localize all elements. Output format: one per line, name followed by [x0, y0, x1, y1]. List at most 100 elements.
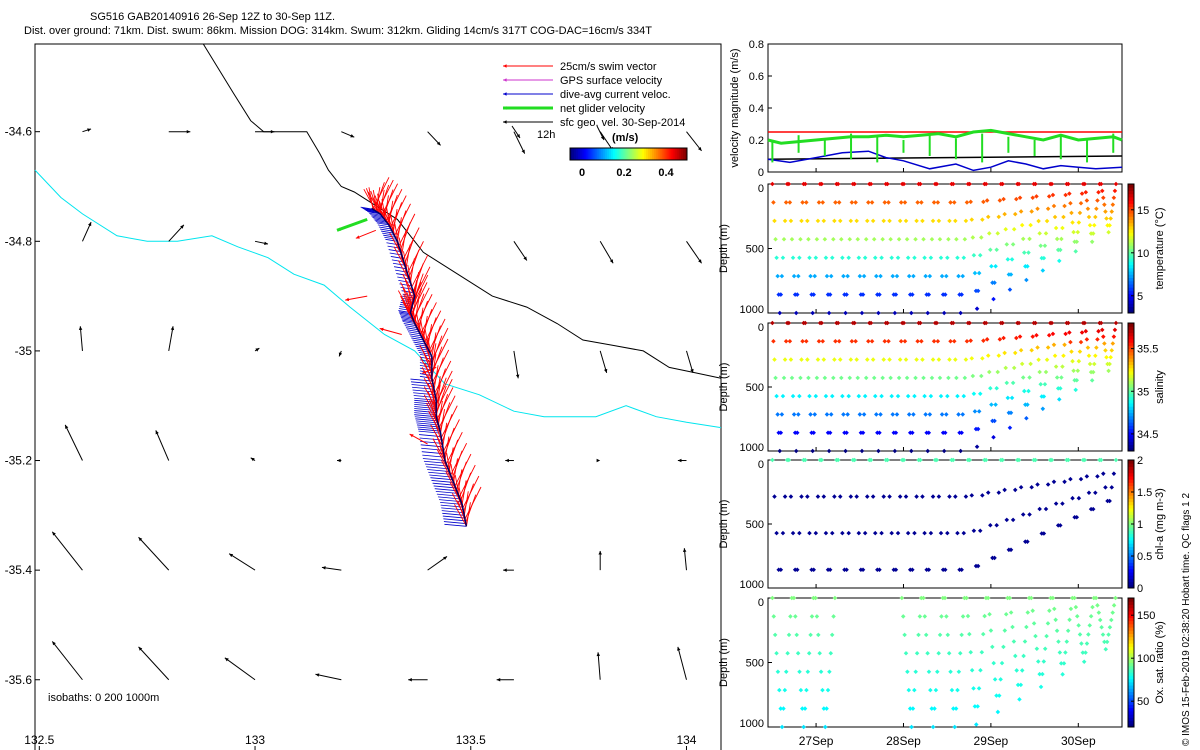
swim-vector [435, 377, 447, 406]
section-point-sal [1033, 320, 1038, 326]
section-point-sal [1063, 331, 1068, 337]
section-colorbar-cell [1128, 296, 1134, 301]
section-point-chl [1002, 487, 1007, 493]
section-point-temp [927, 273, 933, 279]
section-colorbar-cell [1128, 517, 1134, 522]
section-colorbar-cell [1128, 659, 1134, 663]
section-point-temp [841, 273, 846, 279]
legend-gps-label: GPS surface velocity [560, 75, 663, 87]
section-point-ox [805, 669, 811, 674]
swim-vector [420, 302, 437, 335]
section-point-sal [1059, 375, 1064, 380]
legend-colorbar-cell [630, 148, 633, 160]
section-point-temp [1045, 206, 1051, 211]
section-point-ox [980, 631, 986, 637]
section-point-chl [920, 494, 925, 499]
section-colorbar-cell [1128, 495, 1134, 499]
dac-vector [400, 317, 414, 320]
legend-colorbar-cell [649, 148, 653, 160]
section-ytick-label: 0 [758, 597, 764, 609]
section-point-sal [1041, 394, 1047, 399]
section-ytick-label: 0 [758, 322, 764, 334]
section-point-sal [832, 357, 837, 362]
section-point-sal [912, 393, 917, 399]
section-point-temp [1051, 203, 1057, 209]
section-point-temp [926, 292, 932, 297]
section-colorbar-cell [1128, 377, 1134, 382]
geo-velocity-vector [686, 241, 702, 264]
section-point-sal [971, 391, 977, 396]
section-point-temp [893, 292, 899, 297]
section-point-ox [1064, 639, 1070, 644]
dac-vector [441, 510, 464, 513]
section-point-chl [821, 494, 827, 499]
section-point-ox [905, 669, 910, 674]
dac-vector [431, 480, 454, 483]
section-point-sal [1102, 341, 1107, 346]
section-colorbar-cell [1128, 710, 1134, 715]
section-colorbar-cell [1128, 604, 1134, 609]
section-point-sal [882, 339, 888, 344]
section-point-sal [961, 393, 967, 399]
velocity-ytick-label: 0.2 [749, 135, 764, 147]
swim-vector [426, 402, 439, 426]
section-point-temp [1087, 223, 1093, 228]
section-point-temp [795, 292, 800, 297]
legend-colorbar-cell [593, 148, 596, 160]
section-point-chl [1098, 457, 1104, 463]
section-point-sal [879, 393, 884, 399]
swim-vector [411, 274, 429, 308]
dac-vector [427, 469, 450, 472]
legend-colorbar-tick: 0.4 [658, 167, 674, 179]
section-point-ox [929, 706, 935, 711]
section-point-chl [799, 494, 804, 499]
section-colorbar-cell [1128, 258, 1134, 262]
section-point-sal [821, 357, 827, 362]
section-point-sal [797, 393, 802, 399]
swim-vector-head [379, 327, 384, 332]
section-point-temp [1036, 218, 1041, 224]
section-colorbar-cell [1128, 678, 1134, 683]
section-point-sal [1090, 369, 1096, 375]
section-point-sal [1000, 320, 1005, 326]
legend-colorbar-cell [657, 148, 661, 160]
dac-vector [379, 228, 393, 232]
section-point-temp [958, 310, 963, 316]
dac-vector [361, 207, 374, 211]
section-point-sal [827, 430, 833, 435]
section-point-sal [890, 412, 896, 417]
section-point-ox [801, 724, 806, 730]
geo-velocity-vector-head [443, 556, 448, 560]
dac-vector [373, 218, 386, 222]
legend-colorbar-cell [659, 148, 663, 160]
section-point-sal [1075, 368, 1081, 374]
section-point-temp [1112, 188, 1118, 194]
dac-vector [390, 256, 403, 259]
section-point-sal [952, 339, 957, 344]
section-point-chl [1045, 482, 1051, 487]
section-colorbar-cell [1128, 229, 1134, 233]
geo-velocity-vector-head [697, 146, 702, 151]
section-colorbar-cell [1128, 562, 1134, 567]
section-point-chl [1010, 517, 1016, 523]
swim-vector [435, 385, 447, 415]
section-point-ox [1034, 646, 1040, 652]
map-ytick-label: -34.6 [5, 125, 33, 139]
section-point-temp [1033, 181, 1038, 187]
section-point-ox [994, 693, 999, 698]
section-point-sal [959, 430, 964, 435]
section-point-sal [1026, 388, 1031, 394]
section-point-chl [805, 494, 810, 499]
legend-colorbar-tick: 0.2 [616, 167, 631, 179]
section-point-ox [1029, 595, 1034, 601]
section-point-temp [993, 263, 998, 269]
section-point-sal [955, 393, 960, 399]
section-point-sal [779, 412, 785, 417]
section-point-sal [962, 375, 968, 381]
section-point-sal [1012, 350, 1018, 356]
section-point-temp [1083, 189, 1089, 195]
section-point-ox [1008, 610, 1014, 615]
section-point-sal [812, 412, 818, 417]
legend-colorbar-cell [575, 148, 579, 160]
